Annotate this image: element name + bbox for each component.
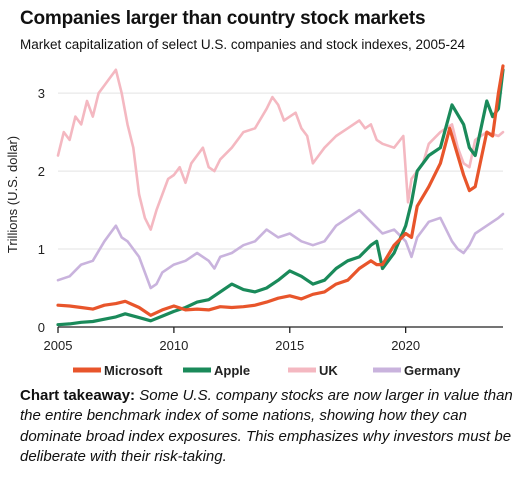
- y-tick-label: 3: [38, 86, 45, 101]
- takeaway-body: Some U.S. company stocks are now larger …: [20, 387, 513, 465]
- legend-label-apple: Apple: [214, 363, 250, 378]
- x-tick-label: 2010: [159, 338, 188, 353]
- x-tick-label: 2020: [391, 338, 420, 353]
- line-chart: 0 1 2 3 Trillions (U.S. dollar) 2005 2010 2015 2…: [5, 64, 505, 378]
- series-line-microsoft: [56, 64, 505, 317]
- legend-label-uk: UK: [319, 363, 338, 378]
- series-layer: [56, 64, 505, 327]
- series-line-germany: [56, 208, 505, 290]
- y-axis-label: Trillions (U.S. dollar): [5, 136, 20, 253]
- x-tick-label: 2015: [275, 338, 304, 353]
- chart-title: Companies larger than country stock mark…: [20, 8, 426, 29]
- x-tick-label: 2005: [44, 338, 73, 353]
- legend-label-microsoft: Microsoft: [104, 363, 163, 378]
- y-tick-label: 2: [38, 164, 45, 179]
- y-tick-label: 0: [38, 320, 45, 335]
- axis-layer: 0 1 2 3 Trillions (U.S. dollar) 2005 2010 2015 2…: [5, 86, 503, 353]
- legend: Microsoft Apple UK Germany: [73, 363, 461, 378]
- y-tick-label: 1: [38, 242, 45, 257]
- chart-subtitle: Market capitalization of select U.S. com…: [20, 37, 465, 52]
- takeaway-lead: Chart takeaway:: [20, 387, 136, 404]
- chart-takeaway: Chart takeaway: Some U.S. company stocks…: [20, 386, 516, 467]
- legend-label-germany: Germany: [404, 363, 461, 378]
- series-line-apple: [56, 68, 505, 327]
